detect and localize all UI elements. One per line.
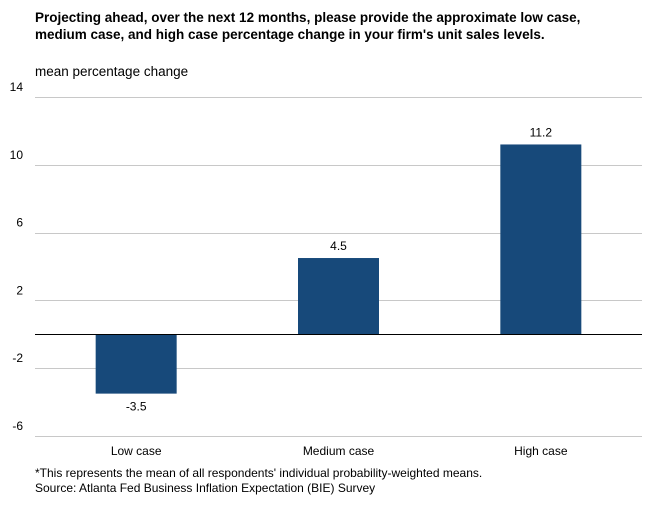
category-label: High case <box>514 444 568 458</box>
footer: *This represents the mean of all respond… <box>35 466 482 496</box>
y-axis-ticks: 14 10 6 2 -2 -6 <box>10 80 24 433</box>
bars <box>95 144 582 394</box>
y-tick-label: 10 <box>10 148 24 162</box>
y-tick-label: -2 <box>12 351 23 365</box>
y-tick-label: -6 <box>12 419 23 433</box>
category-label: Low case <box>111 444 162 458</box>
data-label: 11.2 <box>530 125 553 139</box>
data-label: 4.5 <box>330 239 347 253</box>
y-tick-label: 2 <box>16 283 23 297</box>
y-axis-label: mean percentage change <box>35 64 189 79</box>
source-note: Source: Atlanta Fed Business Inflation E… <box>35 481 376 495</box>
bar-medium-case <box>298 258 379 335</box>
y-tick-label: 14 <box>10 80 24 94</box>
bar-low-case <box>95 334 177 394</box>
footnote: *This represents the mean of all respond… <box>35 466 483 480</box>
category-labels: Low case Medium case High case <box>111 444 568 458</box>
data-labels: -3.5 4.5 11.2 <box>126 125 553 413</box>
y-tick-label: 6 <box>16 216 23 230</box>
data-label: -3.5 <box>126 400 147 414</box>
bar-high-case <box>500 144 582 335</box>
category-label: Medium case <box>303 444 375 458</box>
chart-title: Projecting ahead, over the next 12 month… <box>35 10 581 42</box>
